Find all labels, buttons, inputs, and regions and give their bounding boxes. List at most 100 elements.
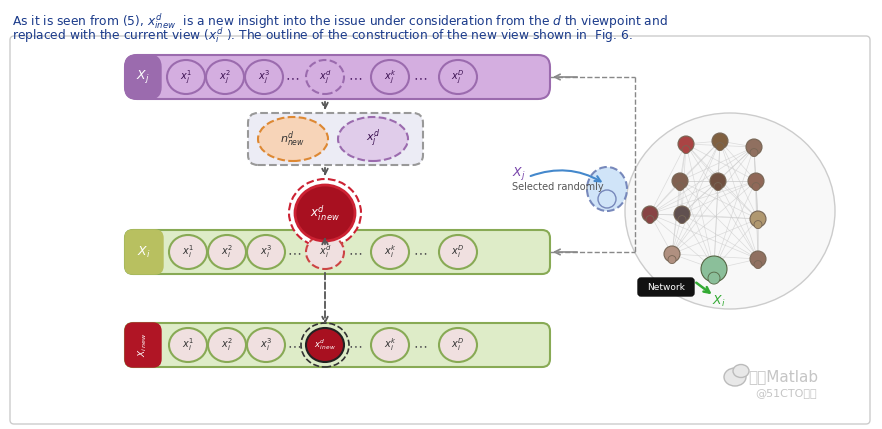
Text: $\cdots$: $\cdots$	[348, 245, 363, 259]
FancyBboxPatch shape	[125, 323, 550, 367]
Ellipse shape	[289, 179, 361, 247]
Ellipse shape	[664, 246, 680, 262]
Ellipse shape	[724, 368, 746, 386]
Text: $x^3_i$: $x^3_i$	[260, 244, 273, 260]
Ellipse shape	[710, 173, 726, 189]
Ellipse shape	[674, 206, 690, 222]
Ellipse shape	[439, 60, 477, 94]
FancyBboxPatch shape	[125, 55, 161, 99]
Ellipse shape	[716, 142, 724, 151]
Text: $x^2_j$: $x^2_j$	[219, 68, 231, 86]
Text: As it is seen from (5), $x^{d}_{inew}$  is a new insight into the issue under co: As it is seen from (5), $x^{d}_{inew}$ i…	[12, 11, 668, 30]
Text: $x^d_{i\,new}$: $x^d_{i\,new}$	[310, 203, 340, 223]
Text: Selected randomly: Selected randomly	[512, 182, 603, 192]
Text: $x^3_j$: $x^3_j$	[258, 68, 270, 86]
Ellipse shape	[646, 216, 654, 224]
Text: $x^k_i$: $x^k_i$	[384, 337, 396, 353]
Text: $X_{i\,new}$: $X_{i\,new}$	[137, 333, 149, 357]
Ellipse shape	[371, 60, 409, 94]
Text: $x^d_{i\,new}$: $x^d_{i\,new}$	[314, 338, 336, 353]
Text: $\cdots$: $\cdots$	[413, 245, 427, 259]
Ellipse shape	[754, 260, 762, 269]
Text: $n^d_{new}$: $n^d_{new}$	[280, 129, 305, 149]
Ellipse shape	[701, 256, 727, 282]
Text: $x^1_i$: $x^1_i$	[182, 244, 194, 260]
Ellipse shape	[371, 235, 409, 269]
Text: 天天Matlab: 天天Matlab	[748, 369, 818, 384]
Ellipse shape	[748, 173, 764, 189]
Ellipse shape	[338, 117, 408, 161]
Text: $\cdots$: $\cdots$	[413, 70, 427, 84]
FancyBboxPatch shape	[125, 55, 550, 99]
Ellipse shape	[712, 133, 728, 149]
Ellipse shape	[439, 328, 477, 362]
Ellipse shape	[642, 206, 658, 222]
Ellipse shape	[750, 251, 766, 267]
Ellipse shape	[672, 173, 688, 189]
Text: $\cdots$: $\cdots$	[285, 70, 299, 84]
Text: @51CTO博客: @51CTO博客	[755, 388, 817, 398]
Ellipse shape	[206, 60, 244, 94]
Ellipse shape	[439, 235, 477, 269]
Text: $x^2_i$: $x^2_i$	[221, 244, 233, 260]
Text: $\cdots$: $\cdots$	[287, 245, 301, 259]
Text: $x^1_i$: $x^1_i$	[182, 337, 194, 353]
Ellipse shape	[678, 216, 686, 224]
FancyBboxPatch shape	[125, 230, 550, 274]
Text: $X_j$: $X_j$	[512, 166, 526, 182]
Text: $\cdots$: $\cdots$	[287, 338, 301, 352]
Ellipse shape	[169, 328, 207, 362]
Ellipse shape	[587, 167, 627, 211]
FancyBboxPatch shape	[125, 323, 161, 367]
Text: $x^d_j$: $x^d_j$	[366, 128, 380, 150]
Ellipse shape	[598, 190, 616, 208]
Ellipse shape	[295, 185, 355, 241]
Ellipse shape	[247, 328, 285, 362]
Text: $x^1_j$: $x^1_j$	[180, 68, 192, 86]
Ellipse shape	[752, 183, 760, 190]
Ellipse shape	[708, 272, 720, 284]
Text: Network: Network	[647, 283, 685, 291]
Ellipse shape	[167, 60, 205, 94]
FancyBboxPatch shape	[248, 113, 423, 165]
Text: $X_i$: $X_i$	[138, 245, 151, 260]
Ellipse shape	[750, 148, 758, 157]
Ellipse shape	[754, 221, 762, 229]
Text: $\cdots$: $\cdots$	[413, 338, 427, 352]
Text: $x^D_i$: $x^D_i$	[452, 244, 465, 260]
Ellipse shape	[247, 235, 285, 269]
Text: $X_j$: $X_j$	[136, 69, 150, 85]
Ellipse shape	[258, 117, 328, 161]
Ellipse shape	[682, 145, 690, 154]
Text: $x^2_i$: $x^2_i$	[221, 337, 233, 353]
Ellipse shape	[371, 328, 409, 362]
Text: $x^k_j$: $x^k_j$	[384, 68, 396, 86]
FancyBboxPatch shape	[10, 36, 870, 424]
Ellipse shape	[169, 235, 207, 269]
Ellipse shape	[676, 183, 684, 190]
Text: $\cdots$: $\cdots$	[348, 70, 363, 84]
Ellipse shape	[208, 328, 246, 362]
Ellipse shape	[746, 139, 762, 155]
Ellipse shape	[306, 235, 344, 269]
Text: $x^d_j$: $x^d_j$	[318, 68, 332, 86]
Text: $x^3_i$: $x^3_i$	[260, 337, 273, 353]
Ellipse shape	[733, 365, 749, 378]
Ellipse shape	[306, 328, 344, 362]
Text: $X_i$: $X_i$	[712, 293, 726, 308]
Text: $x^D_j$: $x^D_j$	[452, 68, 465, 86]
FancyBboxPatch shape	[125, 230, 163, 274]
Text: $x^d_i$: $x^d_i$	[318, 244, 332, 260]
Ellipse shape	[245, 60, 283, 94]
Text: $x^k_i$: $x^k_i$	[384, 244, 396, 260]
Ellipse shape	[678, 136, 694, 152]
Ellipse shape	[208, 235, 246, 269]
Ellipse shape	[306, 60, 344, 94]
Ellipse shape	[625, 113, 835, 309]
Ellipse shape	[714, 183, 722, 190]
Ellipse shape	[668, 256, 676, 263]
Text: replaced with the current view ($x^{d}_{i}$ ). The outline of the construction o: replaced with the current view ($x^{d}_{…	[12, 25, 632, 45]
Ellipse shape	[750, 211, 766, 227]
FancyBboxPatch shape	[638, 278, 694, 296]
Text: $\cdots$: $\cdots$	[348, 338, 363, 352]
